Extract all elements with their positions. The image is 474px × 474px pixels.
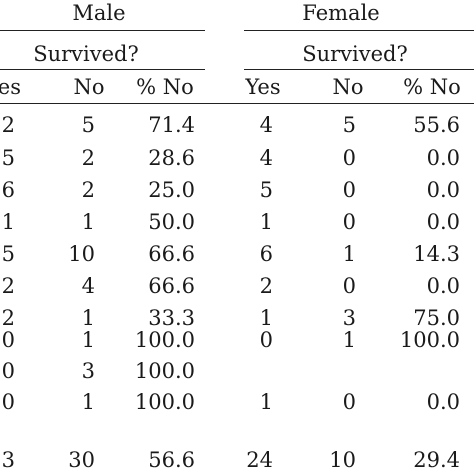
table-cell: 5 xyxy=(1,146,15,170)
table-cell: 2 xyxy=(259,274,273,298)
table-cell: 0 xyxy=(342,210,356,234)
table-cell: 3 xyxy=(342,306,356,330)
column-header-no-female: No xyxy=(332,75,364,99)
table-cell: 5 xyxy=(342,113,356,137)
table-cell: 100.0 xyxy=(134,390,195,414)
column-header-no-male: No xyxy=(73,75,105,99)
table-cell: 100.0 xyxy=(134,359,195,383)
table-cell: 28.6 xyxy=(148,146,195,170)
table-cell: 1 xyxy=(342,242,356,266)
subheader-female: Survived? xyxy=(302,42,408,66)
table-cell: 4 xyxy=(81,274,95,298)
table-cell: 55.6 xyxy=(413,113,460,137)
table-cell: 0 xyxy=(1,328,15,352)
table-cell: 71.4 xyxy=(148,113,195,137)
total-cell: 24 xyxy=(246,448,273,472)
table-cell: 25.0 xyxy=(148,178,195,202)
table-cell: 0.0 xyxy=(426,274,460,298)
table-cell: 100.0 xyxy=(134,328,195,352)
table-cell: 0 xyxy=(259,328,273,352)
table-cell: 6 xyxy=(259,242,273,266)
table-cell: 14.3 xyxy=(413,242,460,266)
total-cell: 30 xyxy=(68,448,95,472)
table-cell: 2 xyxy=(1,274,15,298)
table-cell: 33.3 xyxy=(148,306,195,330)
table-cell: 2 xyxy=(1,306,15,330)
column-header-yes-male: es xyxy=(0,75,21,99)
table-cell: 0.0 xyxy=(426,390,460,414)
table-cell: 4 xyxy=(259,113,273,137)
table-cell: 1 xyxy=(259,210,273,234)
table-cell: 5 xyxy=(81,113,95,137)
table-cell: 0 xyxy=(1,390,15,414)
table-cell: 3 xyxy=(81,359,95,383)
table-cell: 2 xyxy=(81,178,95,202)
table-cell: 0 xyxy=(342,390,356,414)
table-cell: 2 xyxy=(81,146,95,170)
table-cell: 75.0 xyxy=(413,306,460,330)
table-cell: 66.6 xyxy=(148,274,195,298)
table-cell: 1 xyxy=(81,306,95,330)
table-cell: 1 xyxy=(259,306,273,330)
table-cell: 50.0 xyxy=(148,210,195,234)
table-cell: 1 xyxy=(81,210,95,234)
group-header-male: Male xyxy=(72,1,126,25)
table-cell: 1 xyxy=(259,390,273,414)
table-cell: 4 xyxy=(259,146,273,170)
table-cell: 6 xyxy=(1,178,15,202)
table-cell: 1 xyxy=(1,210,15,234)
table-cell: 66.6 xyxy=(148,242,195,266)
group-rule-female xyxy=(244,30,474,31)
table-cell: 5 xyxy=(259,178,273,202)
total-cell: 23 xyxy=(0,448,15,472)
column-header-yes-female: Yes xyxy=(245,75,281,99)
group-header-female: Female xyxy=(302,1,380,25)
table-cell: 100.0 xyxy=(399,328,460,352)
table-cell: 1 xyxy=(81,390,95,414)
table-cell: 1 xyxy=(81,328,95,352)
subheader-rule-female xyxy=(244,69,474,70)
total-cell: 56.6 xyxy=(148,448,195,472)
table-cell: 0 xyxy=(342,146,356,170)
table-cell: 5 xyxy=(1,242,15,266)
table-cell: 2 xyxy=(1,113,15,137)
total-cell: 10 xyxy=(329,448,356,472)
table-cell: 0 xyxy=(1,359,15,383)
group-rule-male xyxy=(0,30,205,31)
header-rule xyxy=(0,103,474,104)
total-cell: 29.4 xyxy=(413,448,460,472)
column-header-pct-no-male: % No xyxy=(136,75,194,99)
table-cell: 0.0 xyxy=(426,146,460,170)
subheader-rule-male xyxy=(0,69,205,70)
table-cell: 0.0 xyxy=(426,178,460,202)
table-cell: 0.0 xyxy=(426,210,460,234)
table-cell: 1 xyxy=(342,328,356,352)
subheader-male: Survived? xyxy=(33,42,139,66)
table-cell: 10 xyxy=(68,242,95,266)
table-cell: 0 xyxy=(342,274,356,298)
table-cell: 0 xyxy=(342,178,356,202)
column-header-pct-no-female: % No xyxy=(403,75,461,99)
